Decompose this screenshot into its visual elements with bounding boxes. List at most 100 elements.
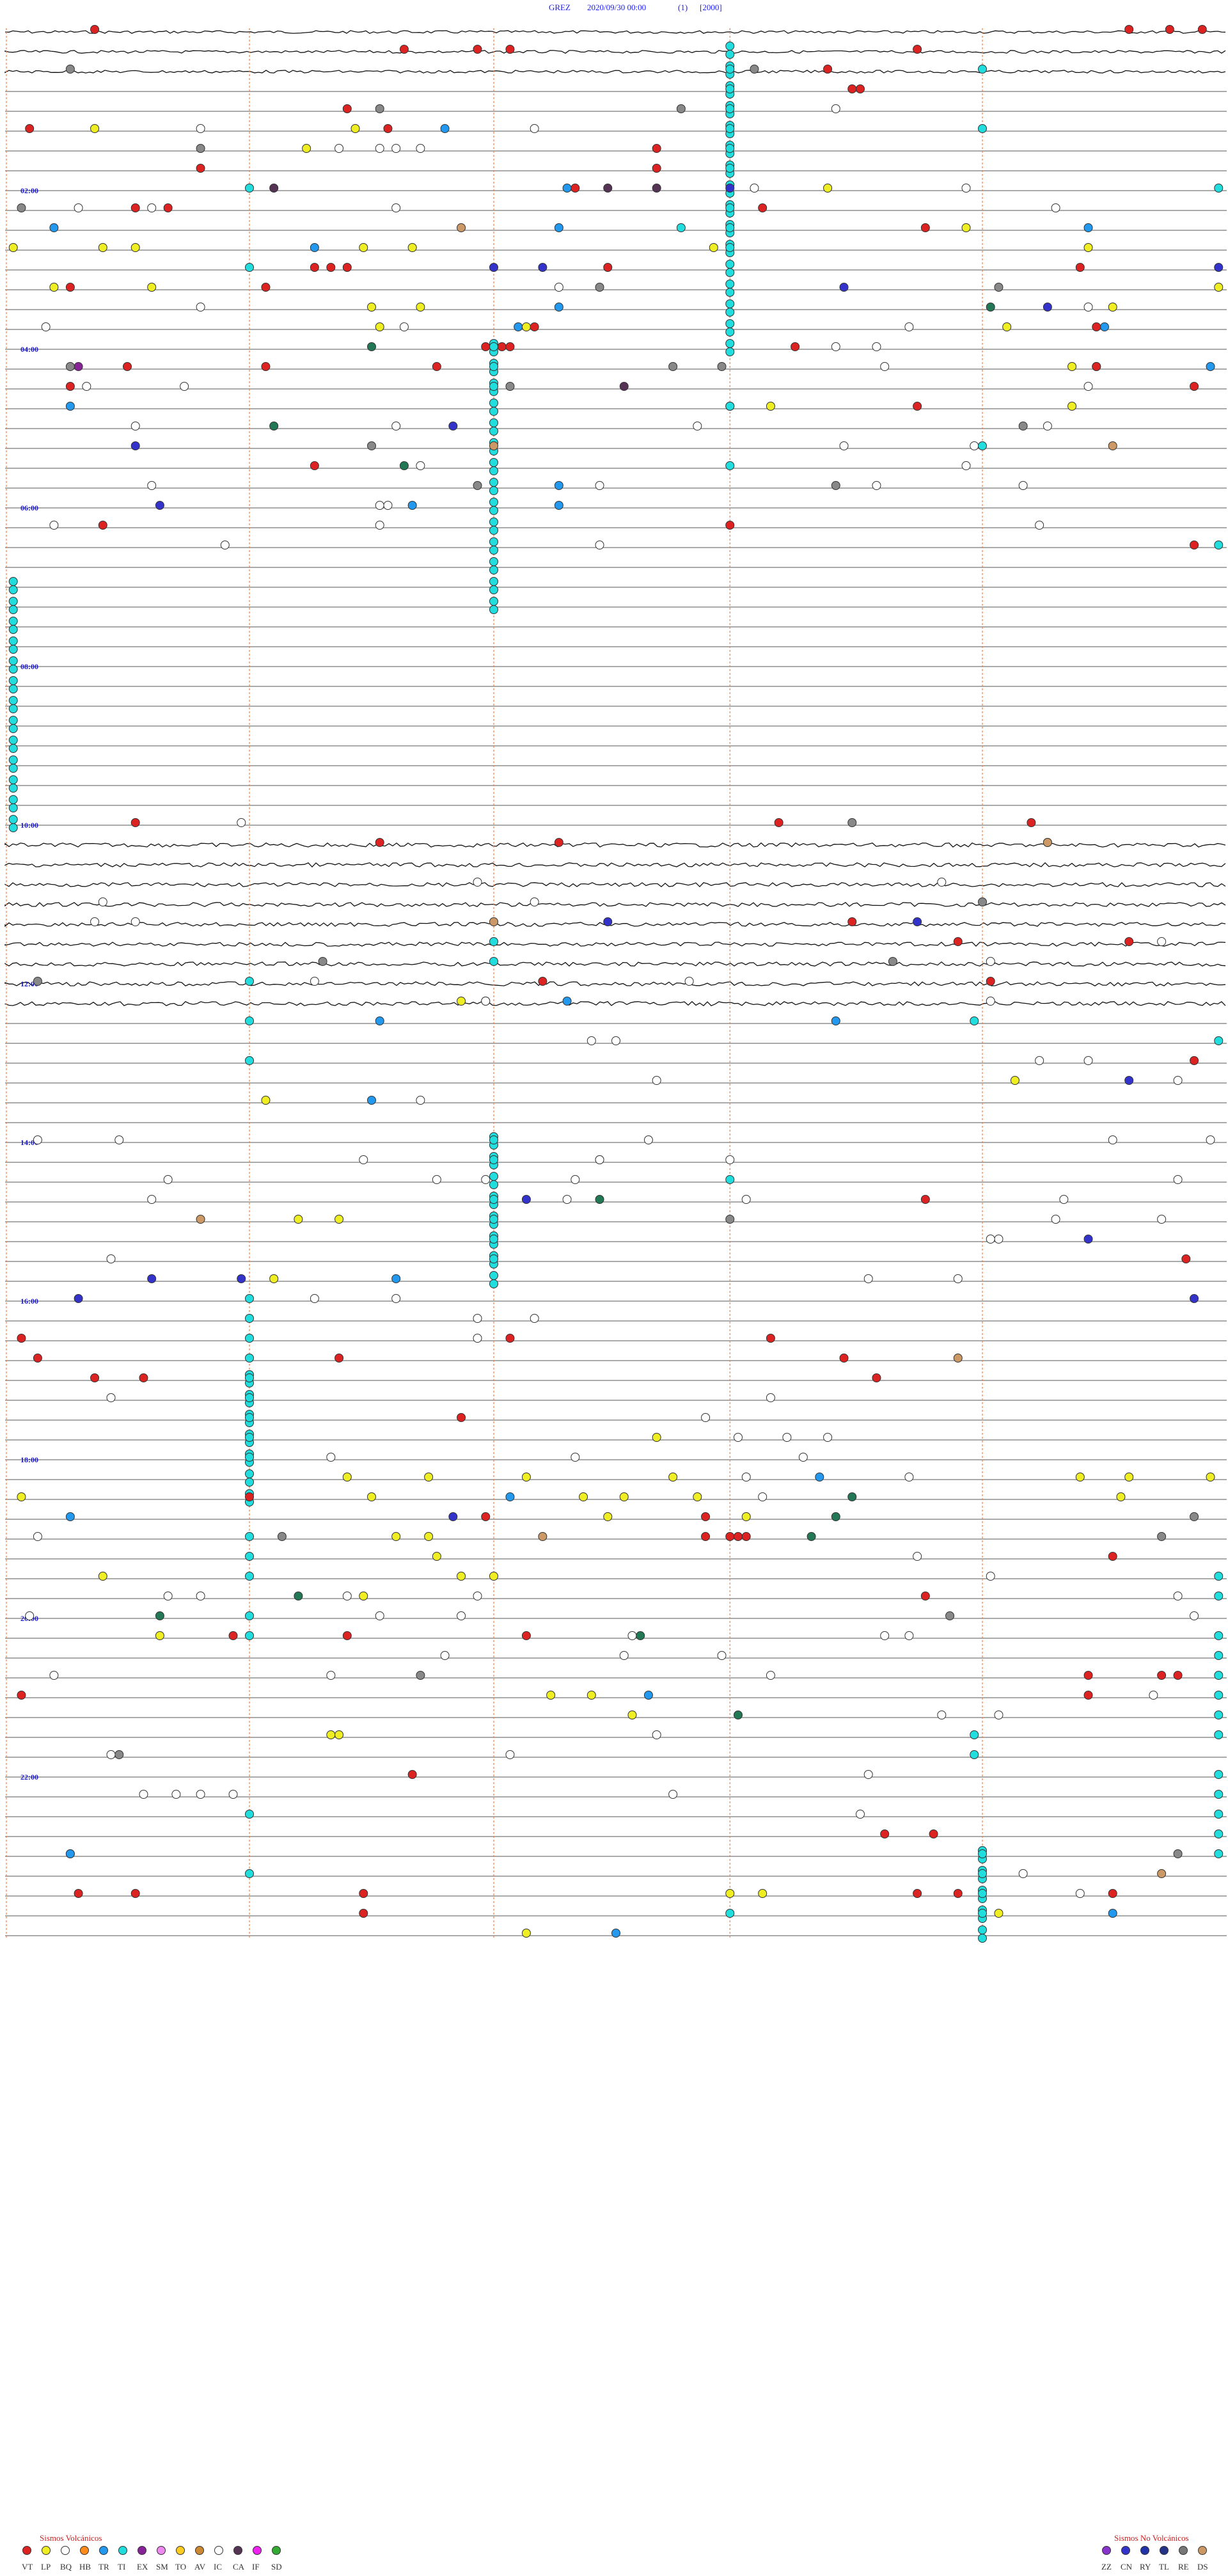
event-marker-VT [913, 402, 922, 411]
event-marker-VT [847, 84, 857, 93]
event-marker-BQ [904, 1631, 914, 1640]
event-marker-TR [1083, 223, 1093, 232]
event-marker-BQ [1051, 1215, 1060, 1224]
legend-marker-BQ [61, 2546, 70, 2555]
event-marker-DS [538, 1532, 547, 1541]
event-marker-TI [245, 1354, 254, 1363]
event-marker-DS [489, 441, 498, 450]
event-marker-TI [8, 755, 18, 764]
event-marker-BQ [1190, 1611, 1199, 1620]
event-marker-TR [440, 124, 450, 133]
event-marker-TI [245, 263, 254, 272]
event-marker-TI [489, 498, 498, 507]
event-marker-VT [457, 1413, 466, 1422]
event-marker-VT [261, 283, 271, 292]
event-marker-BQ [750, 184, 759, 193]
event-marker-VT [505, 342, 515, 351]
event-marker-GN [636, 1631, 645, 1640]
event-marker-LP [342, 1473, 352, 1482]
event-marker-LP [546, 1691, 556, 1700]
event-marker-TI [489, 1279, 498, 1288]
event-marker-GR [33, 977, 42, 986]
event-marker-BQ [863, 1274, 873, 1283]
hour-label: 22:00 [20, 1773, 38, 1782]
event-marker-BQ [74, 203, 83, 212]
event-marker-BQ [643, 1135, 653, 1144]
event-marker-TI [8, 625, 18, 634]
legend-marker-HB [80, 2546, 89, 2555]
event-marker-TI [489, 605, 498, 614]
event-marker-TI [489, 957, 498, 966]
trace-line [4, 882, 1226, 888]
event-marker-BQ [937, 878, 947, 887]
event-marker-BQ [831, 342, 840, 351]
event-marker-VT [90, 1373, 100, 1382]
hour-label: 08:00 [20, 662, 38, 671]
event-marker-VT [407, 1770, 417, 1779]
event-marker-TI [489, 577, 498, 586]
event-marker-VT [228, 1631, 238, 1640]
event-marker-TI [978, 65, 987, 74]
event-marker-GR [367, 441, 376, 450]
event-marker-BQ [163, 1592, 173, 1600]
event-marker-TR [1108, 1909, 1117, 1918]
event-marker-VT [65, 283, 75, 292]
legend-code-TL: TL [1159, 2562, 1169, 2572]
trace-line [4, 70, 1226, 74]
legend-marker-SD [272, 2546, 281, 2555]
legend-volcanic-title: Sismos Volcánicos [40, 2533, 102, 2543]
event-marker-VT [130, 818, 140, 827]
event-marker-TR [65, 402, 75, 411]
event-marker-BQ [1083, 303, 1093, 312]
event-marker-BQ [375, 144, 384, 153]
event-marker-GN [986, 303, 995, 312]
event-marker-VT [245, 1492, 254, 1501]
header-channel: (1) [678, 3, 688, 12]
event-marker-BQ [701, 1413, 711, 1422]
event-marker-VT [530, 322, 539, 331]
event-marker-TI [489, 399, 498, 407]
event-marker-TI [489, 1180, 498, 1189]
event-marker-TI [725, 328, 735, 336]
event-marker-TI [725, 65, 735, 74]
event-marker-BQ [82, 382, 91, 391]
event-marker-TI [1214, 1036, 1224, 1045]
legend-marker-TL [1160, 2546, 1169, 2555]
event-marker-BQ [33, 1532, 42, 1541]
event-marker-BQ [1083, 382, 1093, 391]
event-marker-VT [741, 1532, 751, 1541]
event-marker-LP [294, 1215, 303, 1224]
event-marker-BQ [106, 1393, 116, 1402]
event-marker-TI [676, 223, 686, 232]
event-marker-BQ [196, 124, 205, 133]
event-marker-TR [367, 1096, 376, 1105]
event-marker-TI [725, 461, 735, 470]
event-marker-VT [1092, 322, 1101, 331]
legend-code-TI: TI [118, 2562, 125, 2572]
event-marker-VT [953, 937, 963, 946]
event-marker-TI [1214, 1730, 1224, 1739]
event-marker-CN [1190, 1294, 1199, 1303]
event-marker-BQ [1075, 1889, 1085, 1898]
event-marker-VT [603, 263, 613, 272]
event-marker-BQ [1083, 1056, 1093, 1065]
event-marker-TI [725, 104, 735, 113]
event-marker-TI [1214, 541, 1224, 549]
event-marker-BQ [106, 1254, 116, 1263]
event-marker-BQ [310, 977, 319, 986]
event-marker-LP [391, 1532, 401, 1541]
event-marker-VT [342, 263, 352, 272]
event-marker-BQ [904, 1473, 914, 1482]
event-marker-DS [1157, 1869, 1167, 1878]
event-marker-TR [815, 1473, 824, 1482]
event-marker-TI [8, 696, 18, 705]
event-marker-BQ [416, 144, 425, 153]
event-marker-VT [432, 362, 441, 371]
event-marker-LP [367, 1492, 376, 1501]
event-marker-GN [595, 1195, 604, 1204]
event-marker-TI [725, 144, 735, 153]
legend-code-TR: TR [98, 2562, 109, 2572]
legend-marker-VT [22, 2546, 31, 2555]
event-marker-TR [1100, 322, 1109, 331]
